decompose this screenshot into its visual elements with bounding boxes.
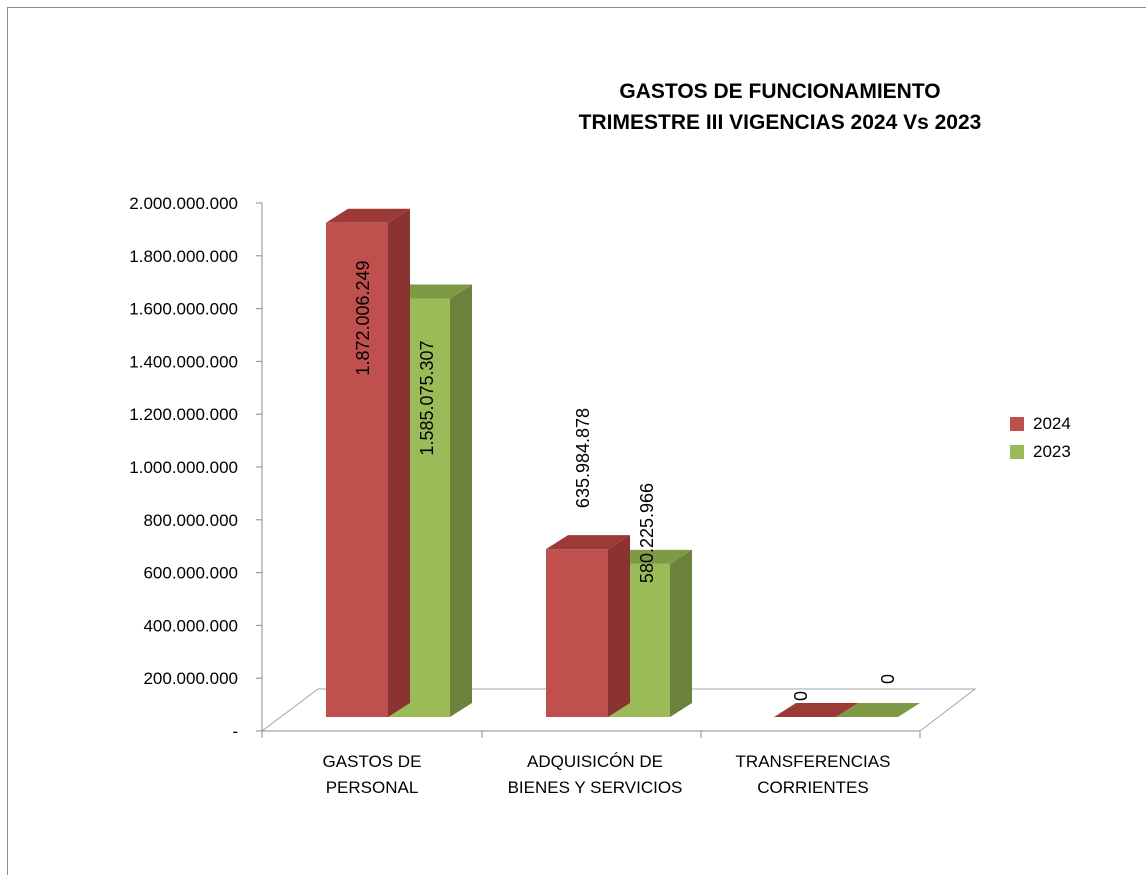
bar: [326, 222, 388, 717]
y-tick-label: 1.800.000.000: [129, 247, 238, 266]
bar: [546, 549, 608, 717]
x-tick-label: ADQUISICÓN DE: [527, 752, 663, 771]
bar-zero: [774, 703, 858, 717]
y-tick-label: -: [232, 722, 238, 741]
bar-side: [388, 208, 410, 717]
data-label: 0: [878, 674, 898, 684]
legend-swatch-2023: [1010, 445, 1024, 459]
chart-title: GASTOS DE FUNCIONAMIENTO TRIMESTRE III V…: [500, 76, 1060, 138]
y-tick-label: 400.000.000: [143, 616, 238, 635]
x-tick-label: PERSONAL: [326, 778, 419, 797]
data-label: 0: [791, 691, 811, 701]
y-tick-label: 800.000.000: [143, 511, 238, 530]
bar-side: [670, 549, 692, 717]
y-tick-label: 200.000.000: [143, 669, 238, 688]
legend: 2024 2023: [1010, 410, 1071, 466]
chart-frame: [7, 7, 1146, 875]
bar-zero: [836, 703, 920, 717]
legend-swatch-2024: [1010, 417, 1024, 431]
bar-side: [450, 284, 472, 717]
data-label: 1.585.075.307: [417, 340, 437, 455]
x-tick-label: GASTOS DE: [323, 752, 422, 771]
legend-label-2023: 2023: [1033, 442, 1071, 461]
bar-side: [608, 535, 630, 717]
data-label: 1.872.006.249: [353, 260, 373, 375]
x-tick-label: TRANSFERENCIAS: [736, 752, 891, 771]
x-tick-label: CORRIENTES: [757, 778, 868, 797]
chart-title-line-1: GASTOS DE FUNCIONAMIENTO: [619, 80, 941, 103]
legend-label-2024: 2024: [1033, 414, 1071, 433]
y-tick-label: 2.000.000.000: [129, 194, 238, 213]
legend-item-2024: 2024: [1010, 410, 1071, 438]
y-tick-label: 1.600.000.000: [129, 300, 238, 319]
x-tick-label: BIENES Y SERVICIOS: [508, 778, 683, 797]
chart-title-line-2: TRIMESTRE III VIGENCIAS 2024 Vs 2023: [578, 111, 982, 134]
y-tick-label: 1.000.000.000: [129, 458, 238, 477]
y-tick-label: 600.000.000: [143, 564, 238, 583]
bar-top: [546, 535, 630, 550]
bar-top: [326, 208, 410, 223]
data-label: 635.984.878: [573, 408, 593, 508]
y-tick-label: 1.200.000.000: [129, 405, 238, 424]
legend-item-2023: 2023: [1010, 438, 1071, 466]
y-tick-label: 1.400.000.000: [129, 352, 238, 371]
data-label: 580.225.966: [637, 483, 657, 583]
